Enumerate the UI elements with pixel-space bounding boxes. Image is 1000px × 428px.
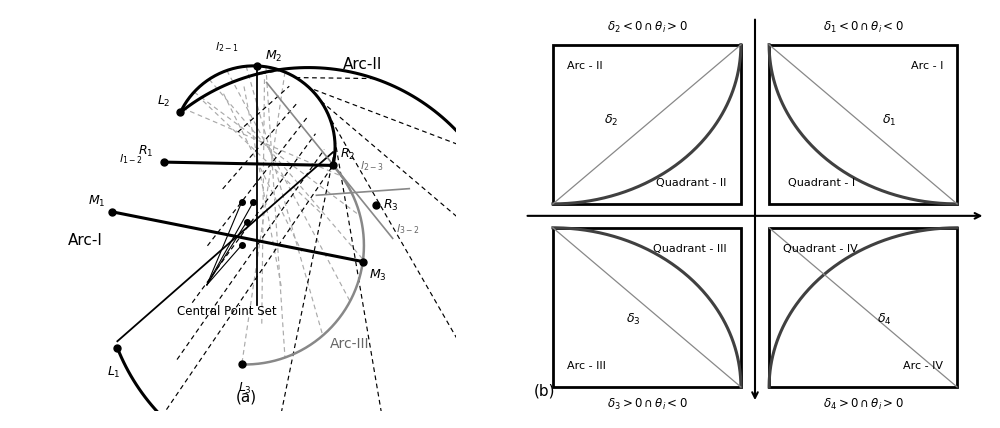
Text: Arc - I: Arc - I [911,61,943,71]
Text: $l_{1-2}$: $l_{1-2}$ [119,152,143,166]
Text: $L_1$: $L_1$ [107,365,121,380]
Text: $l_{2-1}$: $l_{2-1}$ [215,41,238,54]
Text: $\delta_1<0\cap\theta_i<0$: $\delta_1<0\cap\theta_i<0$ [823,20,903,35]
FancyBboxPatch shape [769,45,957,204]
FancyBboxPatch shape [553,228,741,387]
Text: Arc - II: Arc - II [567,61,603,71]
Text: Arc - III: Arc - III [567,361,606,371]
Text: Arc-III: Arc-III [330,337,369,351]
Text: $R_2$: $R_2$ [340,147,355,162]
FancyBboxPatch shape [553,45,741,204]
FancyBboxPatch shape [769,228,957,387]
Text: Central Point Set: Central Point Set [177,305,277,318]
Text: Arc-II: Arc-II [343,57,382,72]
Text: $M_2$: $M_2$ [265,49,282,64]
Text: $l_{2-3}$: $l_{2-3}$ [360,159,383,172]
Text: Quadrant - III: Quadrant - III [653,244,727,254]
Text: $\delta_3$: $\delta_3$ [626,312,640,327]
Text: Quadrant - IV: Quadrant - IV [783,244,858,254]
Text: $\delta_4$: $\delta_4$ [877,312,892,327]
Text: $M_3$: $M_3$ [369,268,387,283]
Text: $l_{3-2}$: $l_{3-2}$ [396,222,420,235]
Text: $R_3$: $R_3$ [383,198,398,213]
Text: $\delta_3>0\cap\theta_i<0$: $\delta_3>0\cap\theta_i<0$ [607,397,687,412]
Text: Quadrant - I: Quadrant - I [788,178,855,188]
Text: $L_2$: $L_2$ [157,94,170,109]
Text: (a): (a) [236,389,257,404]
Text: $\delta_4>0\cap\theta_i>0$: $\delta_4>0\cap\theta_i>0$ [823,397,903,412]
Text: Quadrant - II: Quadrant - II [656,178,727,188]
Text: $L_3$: $L_3$ [238,381,252,396]
Text: (b): (b) [534,384,556,399]
Text: $M_1$: $M_1$ [88,193,106,208]
Text: $\delta_2<0\cap\theta_i>0$: $\delta_2<0\cap\theta_i>0$ [607,20,687,35]
Text: Arc - IV: Arc - IV [903,361,943,371]
Text: $R_1$: $R_1$ [138,144,154,159]
Text: $\delta_1$: $\delta_1$ [882,113,896,128]
Text: Arc-I: Arc-I [68,233,102,248]
Text: $\delta_2$: $\delta_2$ [604,113,619,128]
